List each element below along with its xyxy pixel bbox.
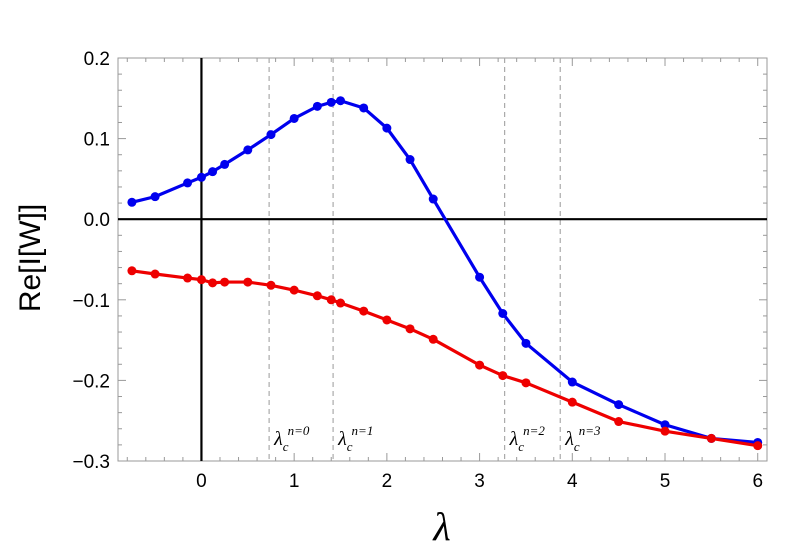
data-point (567, 397, 577, 407)
x-axis-label: λ (432, 504, 450, 547)
data-point (660, 420, 670, 430)
x-tick-label: 1 (289, 471, 300, 492)
y-tick-label: −0.1 (72, 291, 110, 312)
data-point (150, 269, 160, 279)
data-point (521, 338, 531, 348)
data-point (183, 178, 193, 188)
axes (118, 58, 767, 461)
data-point (567, 377, 577, 387)
data-point (336, 298, 346, 308)
data-point (359, 306, 369, 316)
data-point (127, 266, 137, 276)
data-point (428, 194, 438, 204)
data-point (208, 167, 218, 177)
critical-label: λcn=1 (337, 423, 373, 454)
data-point (428, 334, 438, 344)
x-tick-label: 3 (474, 471, 485, 492)
y-tick-label: 0.0 (84, 210, 110, 231)
data-point (382, 315, 392, 325)
data-point (266, 280, 276, 290)
data-point (127, 197, 137, 207)
critical-label: λcn=3 (564, 423, 601, 454)
data-point (614, 417, 624, 427)
data-point (382, 123, 392, 133)
data-point (220, 159, 230, 169)
plot-frame (117, 57, 768, 462)
y-axis-label: Re[I[W]] (14, 204, 47, 312)
data-point (660, 426, 670, 436)
data-point (326, 295, 336, 305)
data-point (150, 192, 160, 202)
data-point (243, 277, 253, 287)
data-point (753, 441, 763, 451)
data-point (208, 278, 218, 288)
data-point (706, 433, 716, 443)
data-point (405, 324, 415, 334)
data-point (475, 360, 485, 370)
data-point (289, 285, 299, 295)
data-point (614, 400, 624, 410)
x-tick-label: 6 (752, 471, 763, 492)
data-point (312, 101, 322, 111)
x-tick-label: 4 (567, 471, 578, 492)
y-tick-label: −0.2 (72, 371, 110, 392)
data-point (405, 155, 415, 165)
x-tick-label: 5 (660, 471, 671, 492)
y-tick-label: 0.2 (84, 49, 110, 70)
minor-ticks (118, 57, 767, 462)
data-point (359, 103, 369, 113)
y-tick-label: −0.3 (72, 452, 110, 473)
critical-label: λcn=0 (273, 423, 310, 454)
series-line (131, 99, 758, 445)
data-point (336, 96, 346, 106)
data-point (521, 378, 531, 388)
data-point (196, 275, 206, 285)
data-point (498, 309, 508, 319)
data-point (312, 291, 322, 301)
data-point (220, 277, 230, 287)
critical-lines (268, 58, 561, 461)
x-tick-label: 2 (382, 471, 393, 492)
series-2 (127, 266, 763, 451)
x-tick-label: 0 (196, 471, 207, 492)
y-tick-label: 0.1 (84, 130, 110, 151)
data-point (289, 113, 299, 123)
critical-labels: λcn=0 λcn=1 λcn=2 λcn=3 (273, 423, 601, 454)
data-point (475, 272, 485, 282)
y-tick-labels: −0.3 −0.2 −0.1 0.0 0.1 0.2 (72, 49, 110, 473)
data-point (266, 130, 276, 140)
data-point (243, 145, 253, 155)
data-point (326, 97, 336, 107)
x-tick-labels: 0 1 2 3 4 5 6 (196, 471, 763, 492)
critical-label: λcn=2 (509, 423, 546, 454)
data-point (498, 371, 508, 381)
series-line (131, 269, 758, 448)
data-point (196, 172, 206, 182)
data-point (183, 273, 193, 283)
series-layer (127, 96, 763, 451)
series-1 (127, 96, 763, 447)
